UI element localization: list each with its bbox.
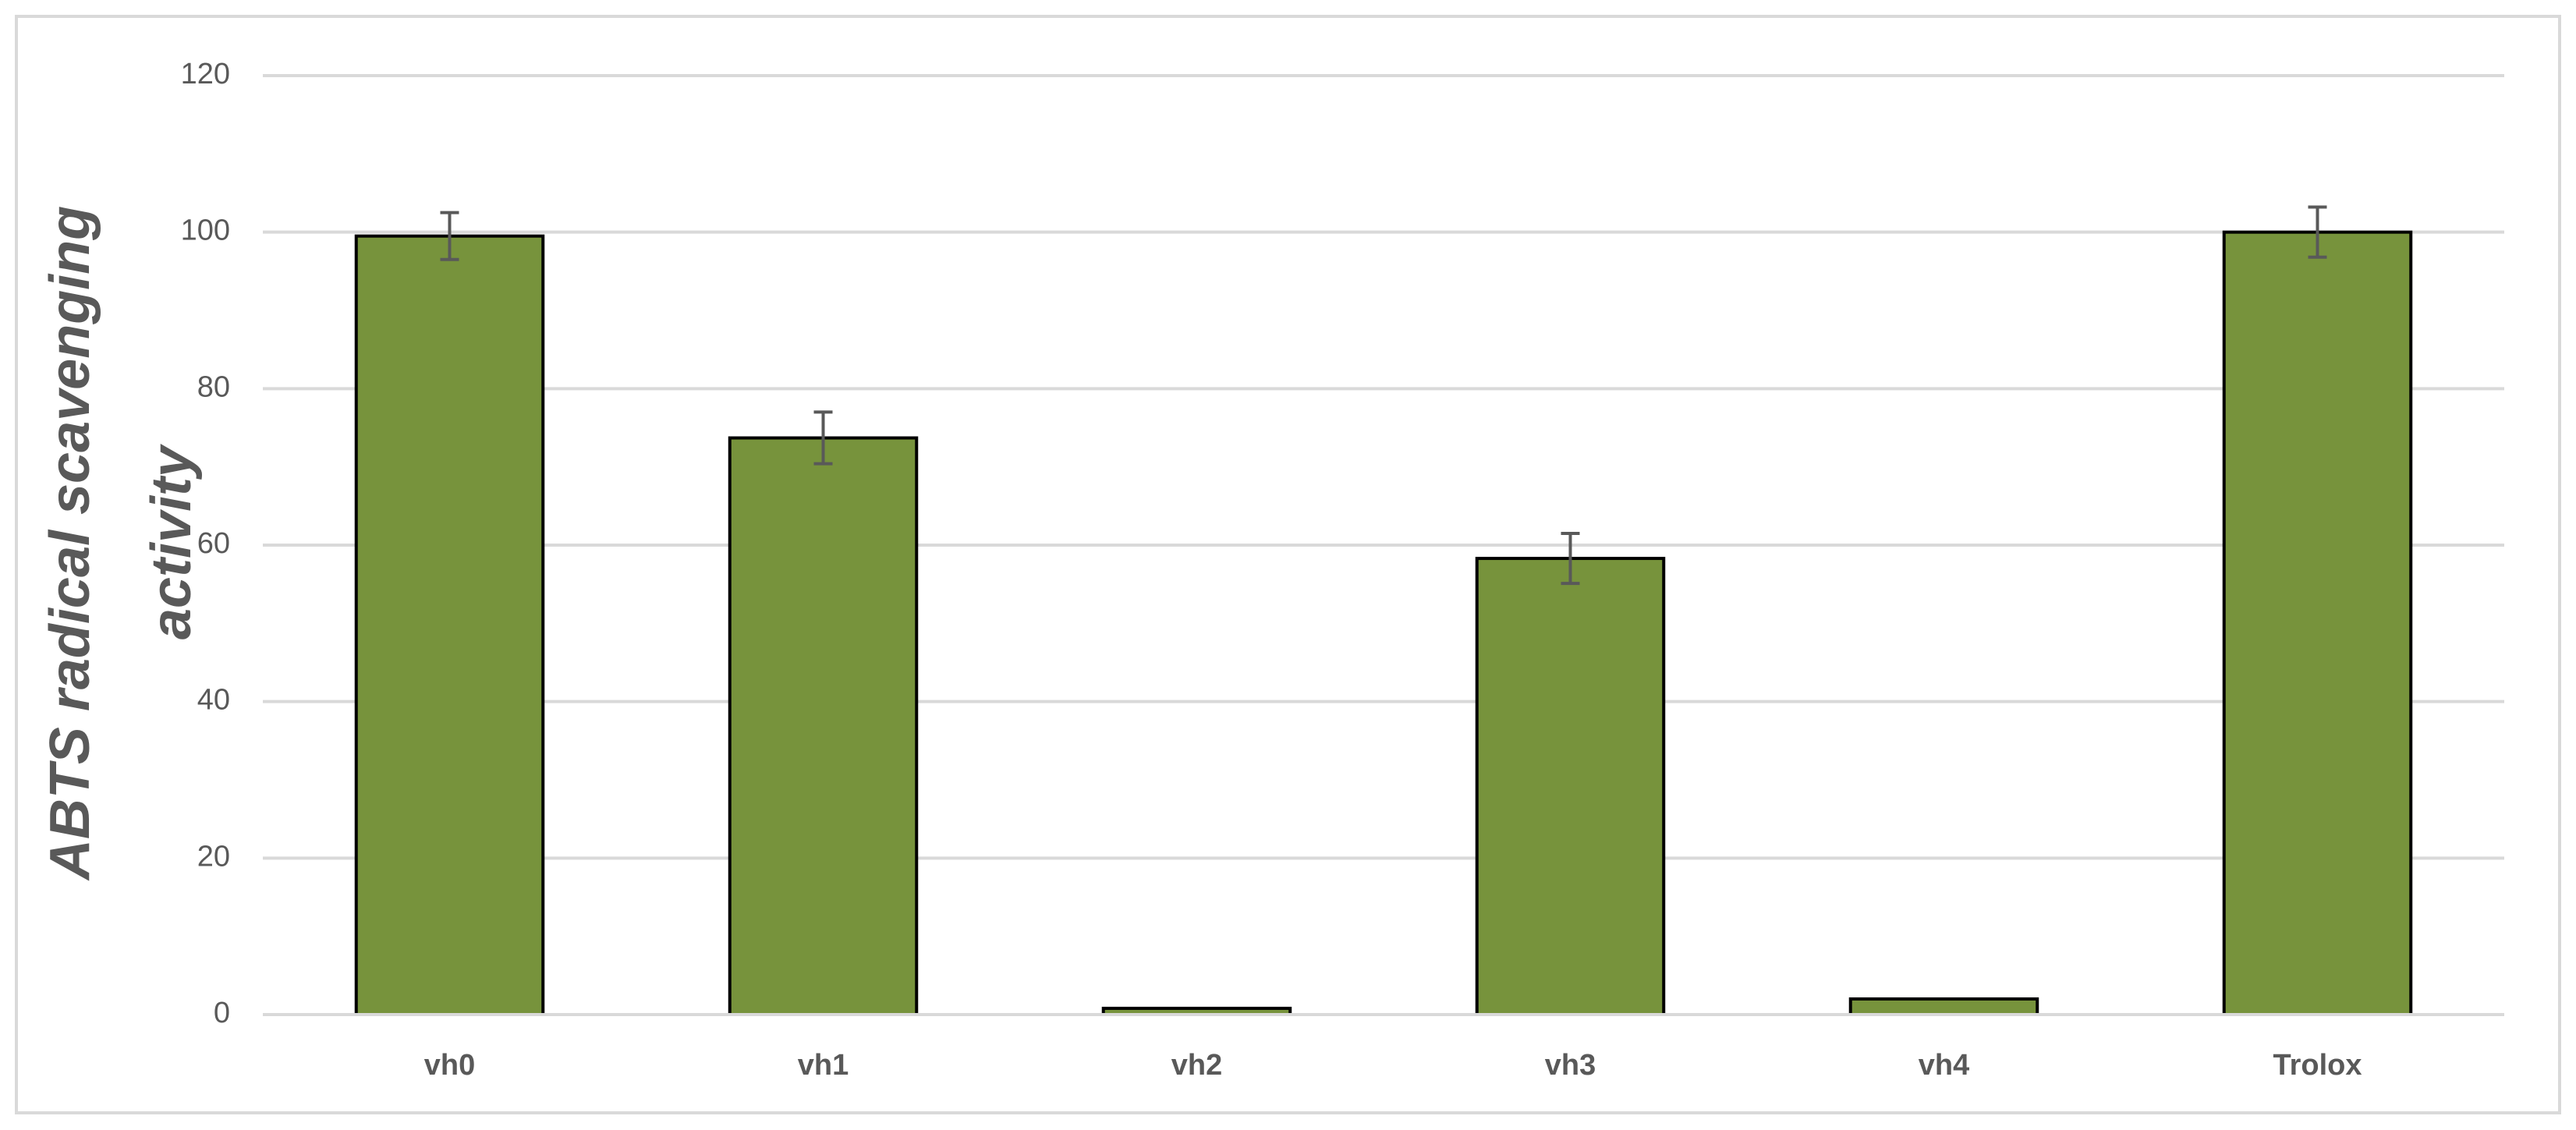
x-tick-label: vh4 — [1919, 1049, 1969, 1082]
error-bar — [2308, 205, 2327, 259]
bar — [2222, 230, 2413, 1016]
bar — [1475, 557, 1666, 1016]
x-tick-label: vh2 — [1171, 1049, 1222, 1082]
bar — [354, 234, 545, 1016]
x-tick-label: vh0 — [424, 1049, 475, 1082]
y-axis-label-line: activity — [140, 443, 203, 639]
bar — [1848, 997, 2039, 1017]
x-tick-label: vh3 — [1545, 1049, 1596, 1082]
bar — [728, 436, 919, 1016]
y-tick-label: 80 — [197, 370, 230, 403]
x-tick-label: vh1 — [798, 1049, 849, 1082]
y-axis-label: ABTS radical scavenging — [39, 206, 101, 881]
y-tick-label: 0 — [214, 997, 230, 1029]
y-axis-label-line: ABTS radical scavenging — [39, 206, 101, 881]
y-tick-label: 120 — [181, 58, 230, 90]
error-bar — [813, 410, 833, 466]
y-tick-label: 20 — [197, 840, 230, 873]
y-tick-label: 60 — [197, 527, 230, 560]
error-bar — [1561, 531, 1580, 586]
y-tick-label: 40 — [197, 684, 230, 717]
x-tick-label: Trolox — [2273, 1049, 2362, 1082]
y-axis-label: activity — [140, 443, 203, 639]
error-bar — [440, 211, 459, 261]
y-tick-label: 100 — [181, 214, 230, 247]
